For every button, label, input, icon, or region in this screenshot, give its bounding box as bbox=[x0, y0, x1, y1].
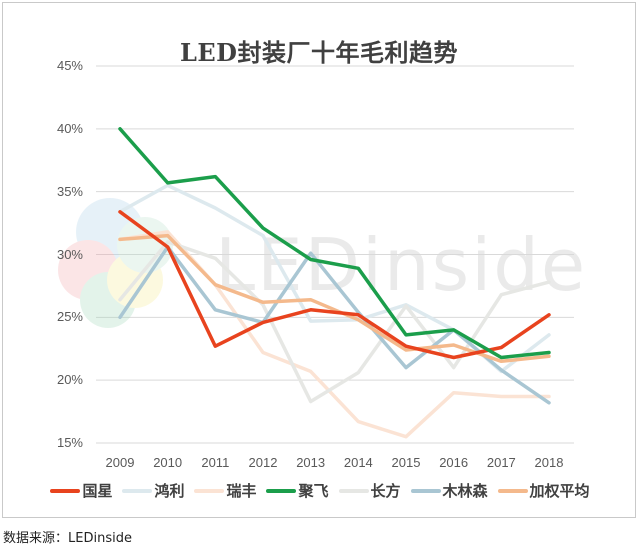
legend-swatch-icon bbox=[194, 488, 225, 493]
legend-swatch-icon bbox=[50, 488, 81, 493]
y-tick-label: 45% bbox=[56, 58, 83, 73]
legend-item: 聚飞 bbox=[266, 480, 329, 501]
x-tick-label: 2009 bbox=[105, 455, 135, 470]
legend-label: 聚飞 bbox=[298, 482, 329, 500]
legend-item: 鸿利 bbox=[122, 480, 184, 501]
y-tick-label: 20% bbox=[56, 372, 83, 388]
legend-label: 国星 bbox=[82, 482, 113, 500]
legend-item: 加权平均 bbox=[497, 480, 590, 501]
legend-item: 国星 bbox=[50, 480, 112, 501]
legend-swatch-icon bbox=[266, 488, 297, 493]
legend-item: 木林森 bbox=[410, 480, 488, 501]
x-tick-label: 2017 bbox=[486, 455, 516, 470]
watermark-text: LEDinside bbox=[215, 223, 587, 307]
x-tick-label: 2012 bbox=[248, 455, 278, 470]
legend-label: 鸿利 bbox=[154, 482, 185, 500]
y-tick-label: 30% bbox=[56, 246, 83, 262]
x-tick-label: 2018 bbox=[534, 455, 564, 470]
series-line-聚飞 bbox=[118, 127, 551, 360]
legend-label: 木林森 bbox=[442, 482, 488, 500]
data-source-note: 数据来源：LEDinside bbox=[3, 531, 132, 546]
x-tick-label: 2016 bbox=[439, 455, 469, 470]
x-tick-label: 2013 bbox=[296, 455, 326, 470]
legend-label: 瑞丰 bbox=[226, 482, 257, 500]
y-tick-label: 40% bbox=[56, 120, 83, 136]
legend: 国星 鸿利 瑞丰 聚飞 长方 木林森 加权平均 bbox=[0, 480, 640, 501]
x-tick-label: 2011 bbox=[201, 455, 230, 470]
legend-item: 瑞丰 bbox=[194, 480, 256, 501]
y-tick-label: 25% bbox=[56, 309, 83, 325]
chart-title: LED封装厂十年毛利趋势 bbox=[180, 38, 458, 67]
legend-swatch-icon bbox=[497, 488, 528, 493]
legend-swatch-icon bbox=[122, 488, 153, 493]
x-tick-label: 2015 bbox=[391, 455, 421, 470]
legend-swatch-icon bbox=[410, 488, 441, 493]
series-line-长方 bbox=[118, 240, 551, 404]
y-tick-label: 15% bbox=[56, 435, 83, 450]
legend-label: 加权平均 bbox=[529, 482, 590, 500]
legend-item: 长方 bbox=[338, 480, 401, 501]
series-line-木林森 bbox=[118, 245, 551, 405]
x-tick-label: 2014 bbox=[343, 455, 373, 470]
x-tick-label: 2010 bbox=[153, 455, 183, 470]
y-tick-label: 35% bbox=[56, 183, 83, 199]
series-line-国星 bbox=[118, 210, 551, 360]
legend-label: 长方 bbox=[370, 482, 401, 500]
legend-swatch-icon bbox=[338, 488, 369, 493]
